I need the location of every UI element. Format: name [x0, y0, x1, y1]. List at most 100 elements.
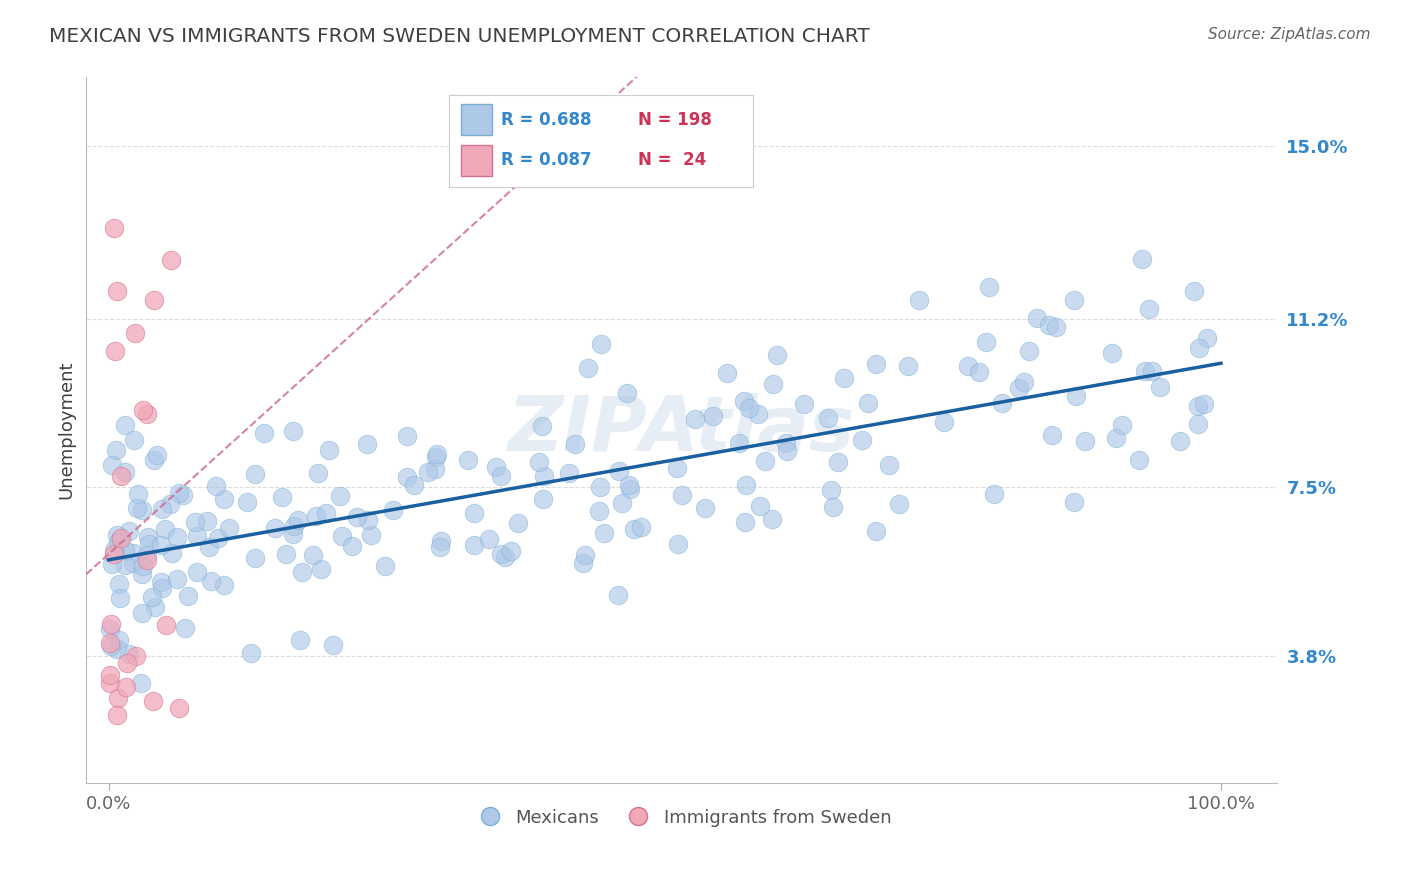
Point — [527, 455, 550, 469]
Point — [346, 509, 368, 524]
Point — [160, 252, 183, 267]
Point — [118, 524, 141, 538]
Point — [342, 539, 364, 553]
Point — [173, 487, 195, 501]
Point — [127, 487, 149, 501]
Point — [357, 513, 380, 527]
Point — [114, 465, 136, 479]
Point — [105, 527, 128, 541]
Point — [865, 357, 887, 371]
Point — [305, 508, 328, 523]
Point — [1026, 310, 1049, 325]
Point — [1073, 434, 1095, 448]
Point — [131, 558, 153, 573]
Point — [817, 410, 839, 425]
Point — [107, 576, 129, 591]
Point — [821, 500, 844, 515]
Point — [114, 558, 136, 573]
Point — [1063, 495, 1085, 509]
Point — [105, 707, 128, 722]
Point — [98, 668, 121, 682]
Point — [489, 547, 512, 561]
Point — [195, 514, 218, 528]
Point — [693, 500, 716, 515]
Point — [762, 376, 785, 391]
Point — [100, 558, 122, 572]
Point — [747, 407, 769, 421]
Point — [593, 525, 616, 540]
Point — [142, 694, 165, 708]
Y-axis label: Unemployment: Unemployment — [58, 361, 75, 500]
Point — [1008, 381, 1031, 395]
Point — [107, 691, 129, 706]
Point — [253, 425, 276, 440]
Point — [356, 437, 378, 451]
Point — [243, 467, 266, 482]
Point — [616, 385, 638, 400]
Point — [98, 622, 121, 636]
Point — [776, 443, 799, 458]
Point — [589, 337, 612, 351]
Point — [138, 537, 160, 551]
Point — [143, 293, 166, 307]
Point — [1063, 293, 1085, 308]
Point — [236, 494, 259, 508]
Point — [1187, 417, 1209, 431]
Point — [108, 591, 131, 605]
Point — [1192, 397, 1215, 411]
Point — [105, 442, 128, 457]
Point — [897, 359, 920, 374]
Point — [186, 565, 208, 579]
Point — [478, 532, 501, 546]
Point — [589, 480, 612, 494]
Point — [290, 632, 312, 647]
Point — [1149, 379, 1171, 393]
Point — [908, 293, 931, 307]
Point — [160, 546, 183, 560]
Point — [820, 483, 842, 498]
Legend: Mexicans, Immigrants from Sweden: Mexicans, Immigrants from Sweden — [464, 802, 898, 834]
Point — [287, 513, 309, 527]
Point — [1195, 331, 1218, 345]
Point — [457, 453, 479, 467]
Point — [131, 607, 153, 621]
Point — [166, 572, 188, 586]
Point — [186, 529, 208, 543]
Point — [1187, 399, 1209, 413]
Point — [1012, 375, 1035, 389]
Point — [619, 482, 641, 496]
Point — [159, 497, 181, 511]
Point — [131, 676, 153, 690]
Point — [114, 417, 136, 432]
Point — [330, 528, 353, 542]
Point — [617, 478, 640, 492]
Point — [118, 647, 141, 661]
Point — [728, 436, 751, 450]
Point — [1128, 453, 1150, 467]
Point — [107, 285, 129, 299]
Point — [508, 516, 530, 531]
Point — [142, 453, 165, 467]
Point — [1064, 389, 1087, 403]
Point — [531, 419, 554, 434]
Point — [166, 530, 188, 544]
Point — [176, 589, 198, 603]
Point — [239, 646, 262, 660]
Point — [124, 326, 146, 341]
Point — [274, 547, 297, 561]
Point — [856, 396, 879, 410]
Point — [588, 503, 610, 517]
Point — [281, 527, 304, 541]
Point — [956, 359, 979, 373]
Point — [212, 491, 235, 506]
Point — [983, 487, 1005, 501]
Point — [315, 506, 337, 520]
Point — [607, 464, 630, 478]
Point — [307, 466, 329, 480]
Point — [114, 681, 136, 695]
Point — [429, 540, 451, 554]
Point — [100, 616, 122, 631]
Point — [716, 366, 738, 380]
Point — [1101, 345, 1123, 359]
Point — [121, 545, 143, 559]
